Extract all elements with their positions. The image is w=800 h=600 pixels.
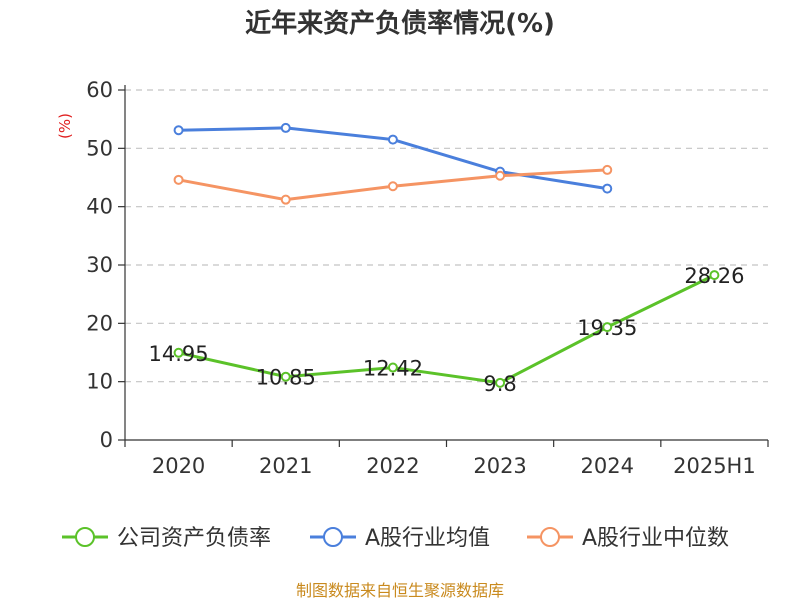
data-point xyxy=(495,170,506,181)
data-label: 9.8 xyxy=(483,372,516,396)
legend-marker-0 xyxy=(75,527,95,547)
legend: 公司资产负债率 A股行业均值 A股行业中位数 xyxy=(62,526,729,551)
legend-marker-2 xyxy=(540,527,560,547)
data-point xyxy=(387,181,398,192)
y-tick-label: 60 xyxy=(86,78,113,102)
data-label: 10.85 xyxy=(256,366,316,390)
legend-label-1: A股行业均值 xyxy=(365,526,490,551)
series-line-0 xyxy=(178,273,716,385)
data-label: 12.42 xyxy=(363,357,423,381)
data-label: 14.95 xyxy=(149,342,209,366)
x-tick-label: 2021 xyxy=(259,454,312,478)
legend-marker-1 xyxy=(323,527,343,547)
x-tick-label: 2023 xyxy=(473,454,526,478)
x-tick-label: 2020 xyxy=(152,454,205,478)
data-labels: 14.95 10.85 12.42 9.8 19.35 28.26 xyxy=(149,264,745,396)
data-label: 28.26 xyxy=(684,264,744,288)
x-tick-label: 2024 xyxy=(581,454,634,478)
data-point xyxy=(387,134,398,145)
legend-label-0: 公司资产负债率 xyxy=(117,526,271,551)
legend-label-2: A股行业中位数 xyxy=(582,526,729,551)
data-point xyxy=(709,270,720,281)
data-point xyxy=(280,371,291,382)
y-tick-label: 0 xyxy=(100,428,113,452)
data-label: 19.35 xyxy=(577,316,637,340)
y-tick-label: 40 xyxy=(86,195,113,219)
y-tick-label: 30 xyxy=(86,253,113,277)
data-point xyxy=(602,322,613,333)
data-point xyxy=(602,183,613,194)
data-point xyxy=(173,125,184,136)
x-tick-label: 2022 xyxy=(366,454,419,478)
series-group xyxy=(173,122,720,388)
y-tick-label: 10 xyxy=(86,370,113,394)
y-axis-unit: (%) xyxy=(56,113,74,139)
data-point xyxy=(173,347,184,358)
data-point xyxy=(173,174,184,185)
data-point xyxy=(280,194,291,205)
data-point xyxy=(280,122,291,133)
x-tick-label: 2025H1 xyxy=(673,454,756,478)
y-tick-label: 20 xyxy=(86,311,113,335)
grid-lines xyxy=(125,89,768,383)
data-point xyxy=(602,164,613,175)
axes: 0 10 20 30 40 50 60 2020 2021 2022 2023 2024 2025H1 xyxy=(86,78,769,478)
data-point xyxy=(495,377,506,388)
data-point xyxy=(387,362,398,373)
y-tick-label: 50 xyxy=(86,136,113,160)
chart-title: 近年来资产负债率情况(%) xyxy=(245,8,555,39)
source-note: 制图数据来自恒生聚源数据库 xyxy=(296,581,504,600)
